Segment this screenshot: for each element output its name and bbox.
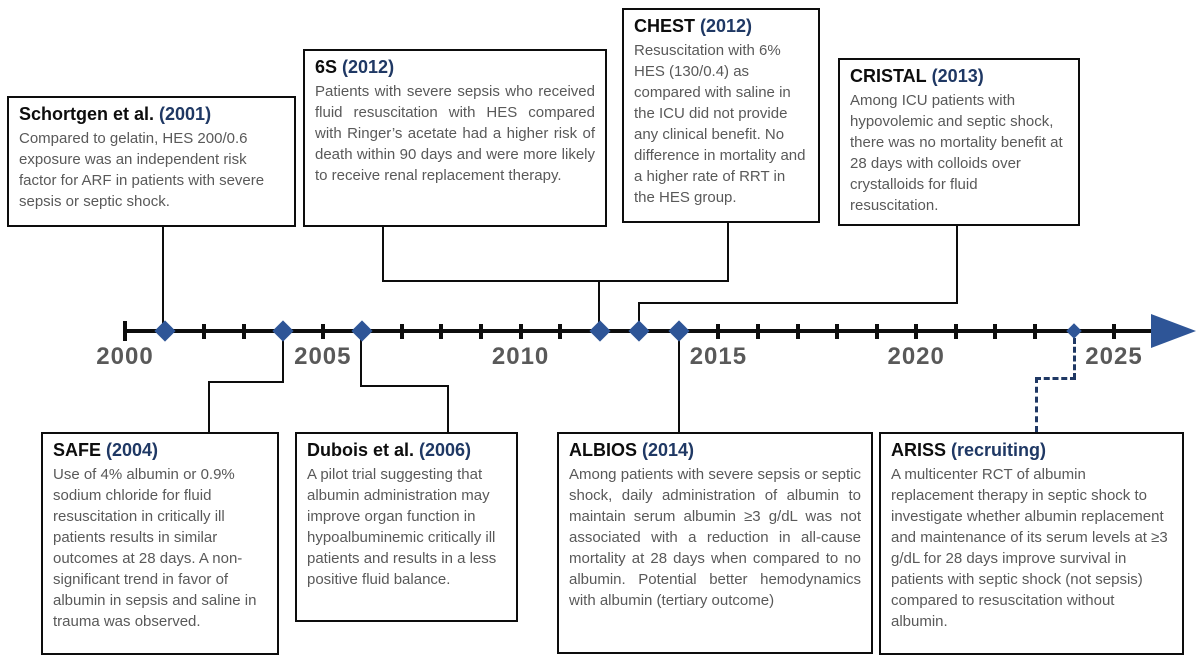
axis-tick-2011 — [558, 324, 563, 339]
event-marker-2013 — [628, 320, 650, 342]
axis-tick-2021 — [953, 324, 958, 339]
axis-tick-2005 — [320, 324, 325, 339]
event-description: Compared to gelatin, HES 200/0.6 exposur… — [19, 130, 265, 210]
axis-tick-2003 — [241, 324, 246, 339]
event-title: 6S (2012) — [315, 54, 595, 80]
event-marker-2012 — [589, 320, 611, 342]
timeline-arrowhead-icon — [1151, 314, 1196, 348]
event-title: ALBIOS (2014) — [569, 437, 861, 463]
axis-year-label-2020: 2020 — [887, 343, 945, 370]
connector-safe-horizontal — [208, 381, 284, 383]
connector-2013-to-axis — [638, 302, 640, 331]
event-name: ARISS — [891, 440, 947, 460]
event-description: Patients with severe sepsis who received… — [315, 83, 595, 184]
event-marker-2006 — [351, 320, 373, 342]
connector-cristal-drop — [956, 226, 958, 304]
event-name: CHEST — [634, 16, 696, 36]
event-year: (2004) — [106, 440, 159, 460]
event-name: SAFE — [53, 440, 102, 460]
connector-ariss-drop-dashed — [1073, 338, 1076, 379]
connector-6s-drop — [382, 227, 384, 282]
event-name: 6S — [315, 57, 338, 77]
event-title: ARISS (recruiting) — [891, 437, 1172, 463]
event-title: Schortgen et al. (2001) — [19, 101, 284, 127]
event-year: (2013) — [931, 66, 984, 86]
event-card-ariss: ARISS (recruiting) A multicenter RCT of a… — [879, 432, 1184, 655]
axis-tick-2025 — [1112, 324, 1116, 339]
axis-tick-2008 — [439, 324, 444, 339]
event-marker-2004 — [272, 320, 294, 342]
event-marker-2014 — [668, 320, 690, 342]
event-name: Dubois et al. — [307, 440, 415, 460]
event-card-chest: CHEST (2012) Resuscitation with 6% HES (1… — [622, 8, 820, 223]
axis-tick-2015 — [716, 324, 721, 339]
connector-dubois-horizontal — [360, 385, 449, 387]
connector-chest-drop — [727, 223, 729, 282]
event-title: Dubois et al. (2006) — [307, 437, 506, 463]
connector-dubois-to-box — [447, 385, 449, 432]
connector-cristal-horizontal — [638, 302, 958, 304]
axis-year-label-2005: 2005 — [294, 343, 352, 370]
event-title: CHEST (2012) — [634, 13, 808, 39]
event-card-6s: 6S (2012) Patients with severe sepsis who… — [303, 49, 607, 227]
axis-year-label-2010: 2010 — [491, 343, 550, 370]
event-description: Use of 4% albumin or 0.9% sodium chlorid… — [53, 466, 257, 630]
event-name: ALBIOS — [569, 440, 638, 460]
event-card-safe: SAFE (2004) Use of 4% albumin or 0.9% sod… — [41, 432, 279, 655]
axis-tick-2016 — [755, 324, 760, 339]
event-description: A pilot trial suggesting that albumin ad… — [307, 466, 497, 588]
event-card-schortgen: Schortgen et al. (2001) Compared to gelat… — [7, 96, 296, 227]
axis-tick-2010 — [518, 324, 523, 339]
axis-tick-2022 — [993, 324, 998, 339]
axis-tick-2000 — [123, 321, 127, 341]
event-year: (2012) — [342, 57, 395, 77]
event-marker-2001 — [153, 320, 176, 342]
axis-tick-2020 — [914, 324, 919, 339]
connector-dubois-drop — [360, 333, 362, 387]
connector-2012-to-axis — [598, 280, 600, 331]
event-description: A multicenter RCT of albumin replacement… — [891, 466, 1168, 630]
axis-tick-2018 — [835, 324, 840, 339]
axis-tick-2019 — [874, 324, 879, 339]
event-card-dubois: Dubois et al. (2006) A pilot trial sugges… — [295, 432, 518, 622]
event-card-cristal: CRISTAL (2013) Among ICU patients with hy… — [838, 58, 1080, 226]
connector-safe-to-box — [208, 381, 210, 432]
axis-tick-2017 — [795, 324, 800, 339]
event-title: CRISTAL (2013) — [850, 63, 1068, 89]
connector-albios — [678, 333, 680, 432]
axis-year-label-2025: 2025 — [1085, 343, 1143, 370]
event-title: SAFE (2004) — [53, 437, 267, 463]
axis-year-label-2015: 2015 — [689, 343, 748, 370]
event-year: (recruiting) — [951, 440, 1047, 460]
axis-year-label-2000: 2000 — [96, 343, 154, 370]
axis-tick-2023 — [1032, 324, 1037, 339]
event-card-albios: ALBIOS (2014) Among patients with severe … — [557, 432, 873, 654]
event-year: (2014) — [642, 440, 695, 460]
event-description: Among patients with severe sepsis or sep… — [569, 466, 861, 609]
connector-ariss-to-box-dashed — [1035, 377, 1038, 432]
event-year: (2012) — [700, 16, 753, 36]
event-name: CRISTAL — [850, 66, 927, 86]
event-name: Schortgen et al. — [19, 104, 155, 124]
event-description: Resuscitation with 6% HES (130/0.4) as c… — [634, 42, 806, 206]
connector-safe-drop — [282, 333, 284, 383]
event-marker-2024 — [1066, 323, 1083, 339]
event-year: (2001) — [159, 104, 212, 124]
axis-tick-2007 — [399, 324, 404, 339]
axis-tick-2002 — [202, 324, 207, 339]
connector-schortgen — [162, 227, 164, 331]
connector-6s-chest-horizontal — [382, 280, 729, 282]
event-description: Among ICU patients with hypovolemic and … — [850, 92, 1063, 214]
connector-ariss-horizontal-dashed — [1035, 377, 1076, 380]
axis-tick-2009 — [479, 324, 484, 339]
event-year: (2006) — [419, 440, 472, 460]
